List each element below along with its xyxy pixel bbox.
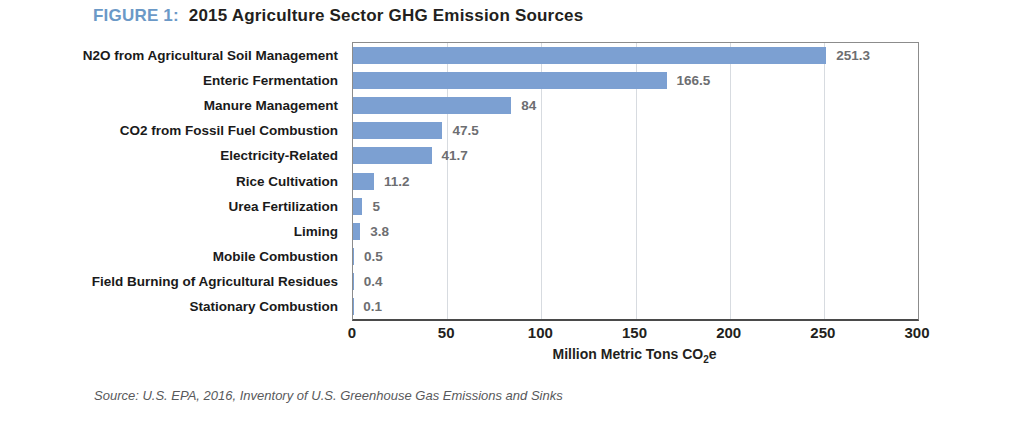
category-label: Liming bbox=[0, 224, 346, 239]
category-label: Electricity-Related bbox=[0, 148, 346, 163]
bar bbox=[353, 248, 354, 265]
chart-row: CO2 from Fossil Fuel Combustion 47.5 bbox=[0, 118, 917, 143]
bar bbox=[353, 223, 360, 240]
bar bbox=[353, 198, 362, 215]
value-label: 5 bbox=[372, 199, 380, 214]
x-tick-label: 300 bbox=[904, 324, 929, 341]
category-label: Enteric Fermentation bbox=[0, 73, 346, 88]
category-label: Stationary Combustion bbox=[0, 299, 346, 314]
category-label: Urea Fertilization bbox=[0, 199, 346, 214]
value-label: 41.7 bbox=[442, 148, 468, 163]
x-tick-label: 200 bbox=[716, 324, 741, 341]
chart-row: N2O from Agricultural Soil Management 251… bbox=[0, 43, 917, 68]
x-axis-label-prefix: Million Metric Tons CO bbox=[553, 346, 704, 362]
figure-label: FIGURE 1: bbox=[93, 6, 179, 25]
bar-area: 3.8 bbox=[353, 219, 917, 244]
chart-row: Manure Management 84 bbox=[0, 93, 917, 118]
bar bbox=[353, 72, 667, 89]
figure-title-text: 2015 Agriculture Sector GHG Emission Sou… bbox=[189, 6, 584, 25]
chart-row: Enteric Fermentation 166.5 bbox=[0, 68, 917, 93]
x-tick-label: 50 bbox=[438, 324, 455, 341]
bar bbox=[353, 147, 432, 164]
bar-area: 41.7 bbox=[353, 143, 917, 168]
x-tick-label: 100 bbox=[528, 324, 553, 341]
chart-row: Urea Fertilization 5 bbox=[0, 194, 917, 219]
bar-area: 0.5 bbox=[353, 244, 917, 269]
bar-area: 5 bbox=[353, 194, 917, 219]
bar-area: 0.1 bbox=[353, 294, 917, 319]
value-label: 3.8 bbox=[370, 224, 389, 239]
value-label: 251.3 bbox=[836, 48, 870, 63]
x-axis-label: Million Metric Tons CO2e bbox=[352, 346, 917, 365]
bar-area: 0.4 bbox=[353, 269, 917, 294]
source-note: Source: U.S. EPA, 2016, Inventory of U.S… bbox=[94, 388, 563, 403]
value-label: 47.5 bbox=[452, 123, 478, 138]
category-label: Mobile Combustion bbox=[0, 249, 346, 264]
value-label: 0.4 bbox=[364, 274, 383, 289]
chart-row: Liming 3.8 bbox=[0, 219, 917, 244]
x-tick-label: 0 bbox=[348, 324, 356, 341]
bar bbox=[353, 97, 511, 114]
figure-page: FIGURE 1: 2015 Agriculture Sector GHG Em… bbox=[0, 0, 1024, 428]
x-tick-label: 250 bbox=[810, 324, 835, 341]
category-label: N2O from Agricultural Soil Management bbox=[0, 48, 346, 63]
x-tick-label: 150 bbox=[622, 324, 647, 341]
value-label: 166.5 bbox=[677, 73, 711, 88]
bar-area: 11.2 bbox=[353, 168, 917, 193]
chart-row: Field Burning of Agricultural Residues 0.… bbox=[0, 269, 917, 294]
value-label: 11.2 bbox=[384, 174, 410, 189]
bar-area: 166.5 bbox=[353, 68, 917, 93]
bar-chart: N2O from Agricultural Soil Management 251… bbox=[0, 42, 1024, 372]
bar-area: 84 bbox=[353, 93, 917, 118]
chart-rows: N2O from Agricultural Soil Management 251… bbox=[0, 43, 917, 319]
bar-area: 47.5 bbox=[353, 118, 917, 143]
x-axis-ticks: 050100150200250300 bbox=[352, 324, 917, 344]
category-label: Field Burning of Agricultural Residues bbox=[0, 274, 346, 289]
value-label: 84 bbox=[521, 98, 536, 113]
bar bbox=[353, 122, 442, 139]
bar bbox=[353, 173, 374, 190]
chart-row: Electricity-Related 41.7 bbox=[0, 143, 917, 168]
value-label: 0.5 bbox=[364, 249, 383, 264]
value-label: 0.1 bbox=[363, 299, 382, 314]
bar bbox=[353, 273, 354, 290]
chart-row: Rice Cultivation 11.2 bbox=[0, 168, 917, 193]
chart-row: Mobile Combustion 0.5 bbox=[0, 244, 917, 269]
category-label: Rice Cultivation bbox=[0, 174, 346, 189]
x-axis-label-suffix: e bbox=[709, 346, 717, 362]
category-label: CO2 from Fossil Fuel Combustion bbox=[0, 123, 346, 138]
bar bbox=[353, 47, 826, 64]
category-label: Manure Management bbox=[0, 98, 346, 113]
chart-row: Stationary Combustion 0.1 bbox=[0, 294, 917, 319]
bar-area: 251.3 bbox=[353, 43, 917, 68]
page-title: FIGURE 1: 2015 Agriculture Sector GHG Em… bbox=[93, 6, 583, 26]
